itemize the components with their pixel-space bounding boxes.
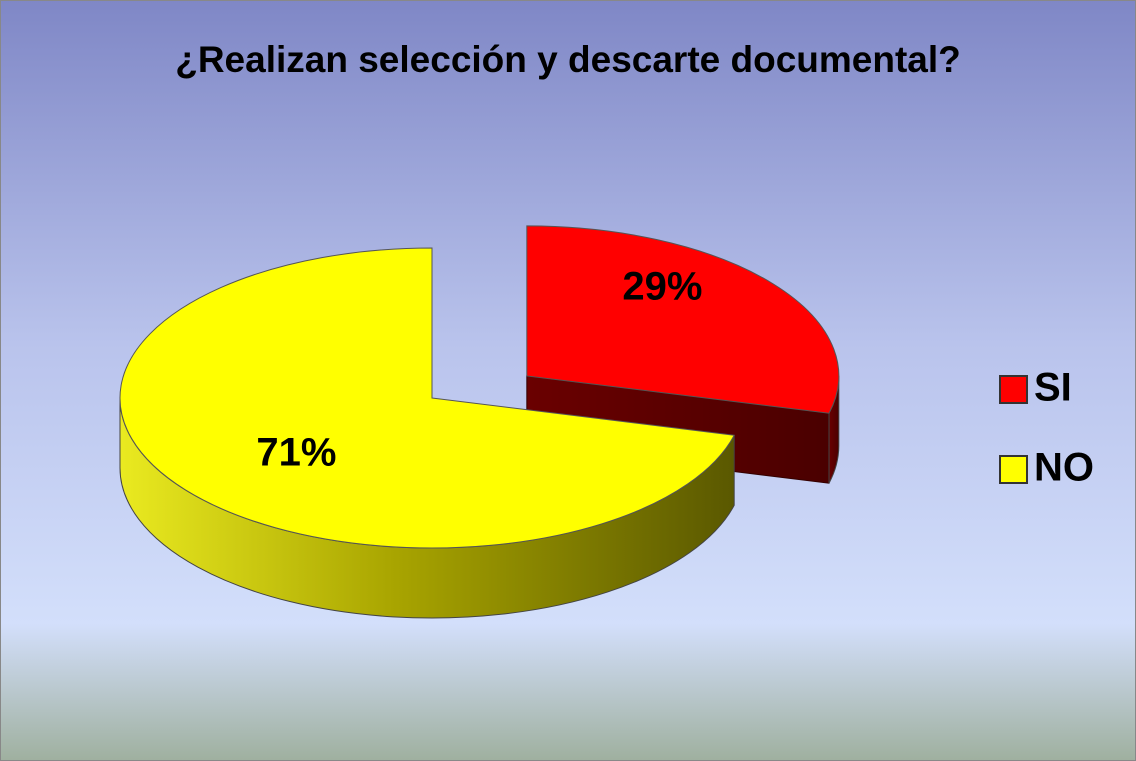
data-label: 29%	[622, 264, 702, 308]
slice	[526, 225, 840, 414]
chart-title: ¿Realizan selección y descarte documenta…	[175, 39, 961, 80]
legend-swatch	[999, 455, 1028, 484]
data-label: 71%	[256, 431, 336, 475]
legend-swatch	[999, 375, 1028, 404]
legend-label: NO	[1034, 446, 1094, 490]
slice	[119, 247, 735, 549]
legend-label: SI	[1034, 366, 1072, 410]
